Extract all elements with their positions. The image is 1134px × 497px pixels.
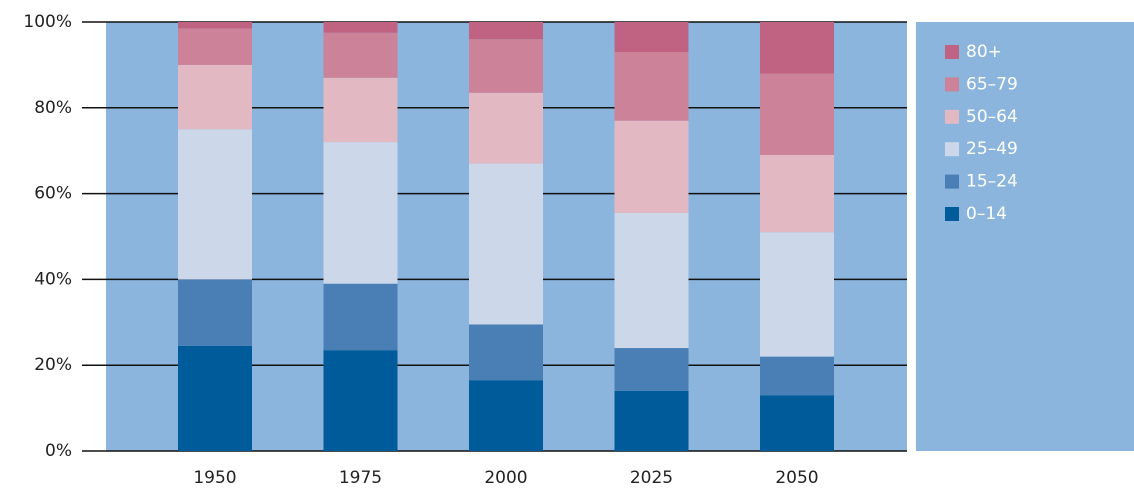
bar-segment xyxy=(323,142,398,284)
x-tick-label: 2000 xyxy=(484,468,527,488)
x-tick-label: 2025 xyxy=(630,468,673,488)
bar-segment xyxy=(469,92,543,164)
bar-segment xyxy=(178,279,252,346)
legend-label: 15–24 xyxy=(966,172,1018,192)
bar-segment xyxy=(760,154,834,233)
y-tick-label: 40% xyxy=(34,269,72,289)
y-tick-label: 0% xyxy=(45,441,72,461)
bar-segment xyxy=(178,28,252,65)
bar-segment xyxy=(178,345,252,451)
legend-label: 80+ xyxy=(966,42,1002,62)
legend-swatch xyxy=(945,109,959,124)
bar-segment xyxy=(178,64,252,130)
legend-swatch xyxy=(945,174,959,189)
bar-segment xyxy=(760,356,834,396)
bar-segment xyxy=(178,22,252,29)
bar-segment xyxy=(614,390,689,451)
legend-label: 25–49 xyxy=(966,139,1018,159)
bar-segment xyxy=(614,348,689,391)
bar-segment xyxy=(323,77,398,143)
legend-swatch xyxy=(945,45,959,59)
y-tick-label: 80% xyxy=(34,98,72,118)
bar-segment xyxy=(469,39,543,93)
legend-swatch xyxy=(945,142,959,157)
bar-segment xyxy=(469,380,543,451)
legend-label: 50–64 xyxy=(966,107,1018,127)
bar-segment xyxy=(323,22,398,33)
legend-label: 65–79 xyxy=(966,74,1018,94)
x-tick-label: 1975 xyxy=(339,468,382,488)
x-tick-label: 2050 xyxy=(775,468,818,488)
bar-segment xyxy=(760,73,834,155)
legend: 0–14 15–24 25–49 50–64 65–79 80+ xyxy=(945,42,1018,224)
bar-segment xyxy=(760,395,834,451)
x-tick-label: 1950 xyxy=(193,468,236,488)
legend-background xyxy=(916,22,1134,451)
bar-segment xyxy=(614,120,689,213)
bar-segment xyxy=(614,212,689,349)
legend-swatch xyxy=(945,77,959,92)
bar-segment xyxy=(178,129,252,280)
bar-segment xyxy=(469,22,543,40)
legend-swatch xyxy=(945,207,959,221)
bar-segment xyxy=(760,22,834,74)
bar-segment xyxy=(323,350,398,451)
bar-segment xyxy=(469,163,543,325)
bar-segment xyxy=(323,32,398,78)
legend-label: 0–14 xyxy=(966,204,1007,224)
bar-segment xyxy=(760,232,834,357)
bar-segment xyxy=(469,324,543,381)
bar-segment xyxy=(614,22,689,53)
plot-area: 0% 20% 40% 60% 80% 100% 1950 1975 2000 2025 2050 xyxy=(23,12,907,488)
y-tick-label: 100% xyxy=(23,12,72,32)
bar-segment xyxy=(614,52,689,121)
bar-segment xyxy=(323,283,398,351)
y-tick-label: 20% xyxy=(34,355,72,375)
y-tick-label: 60% xyxy=(34,184,72,204)
